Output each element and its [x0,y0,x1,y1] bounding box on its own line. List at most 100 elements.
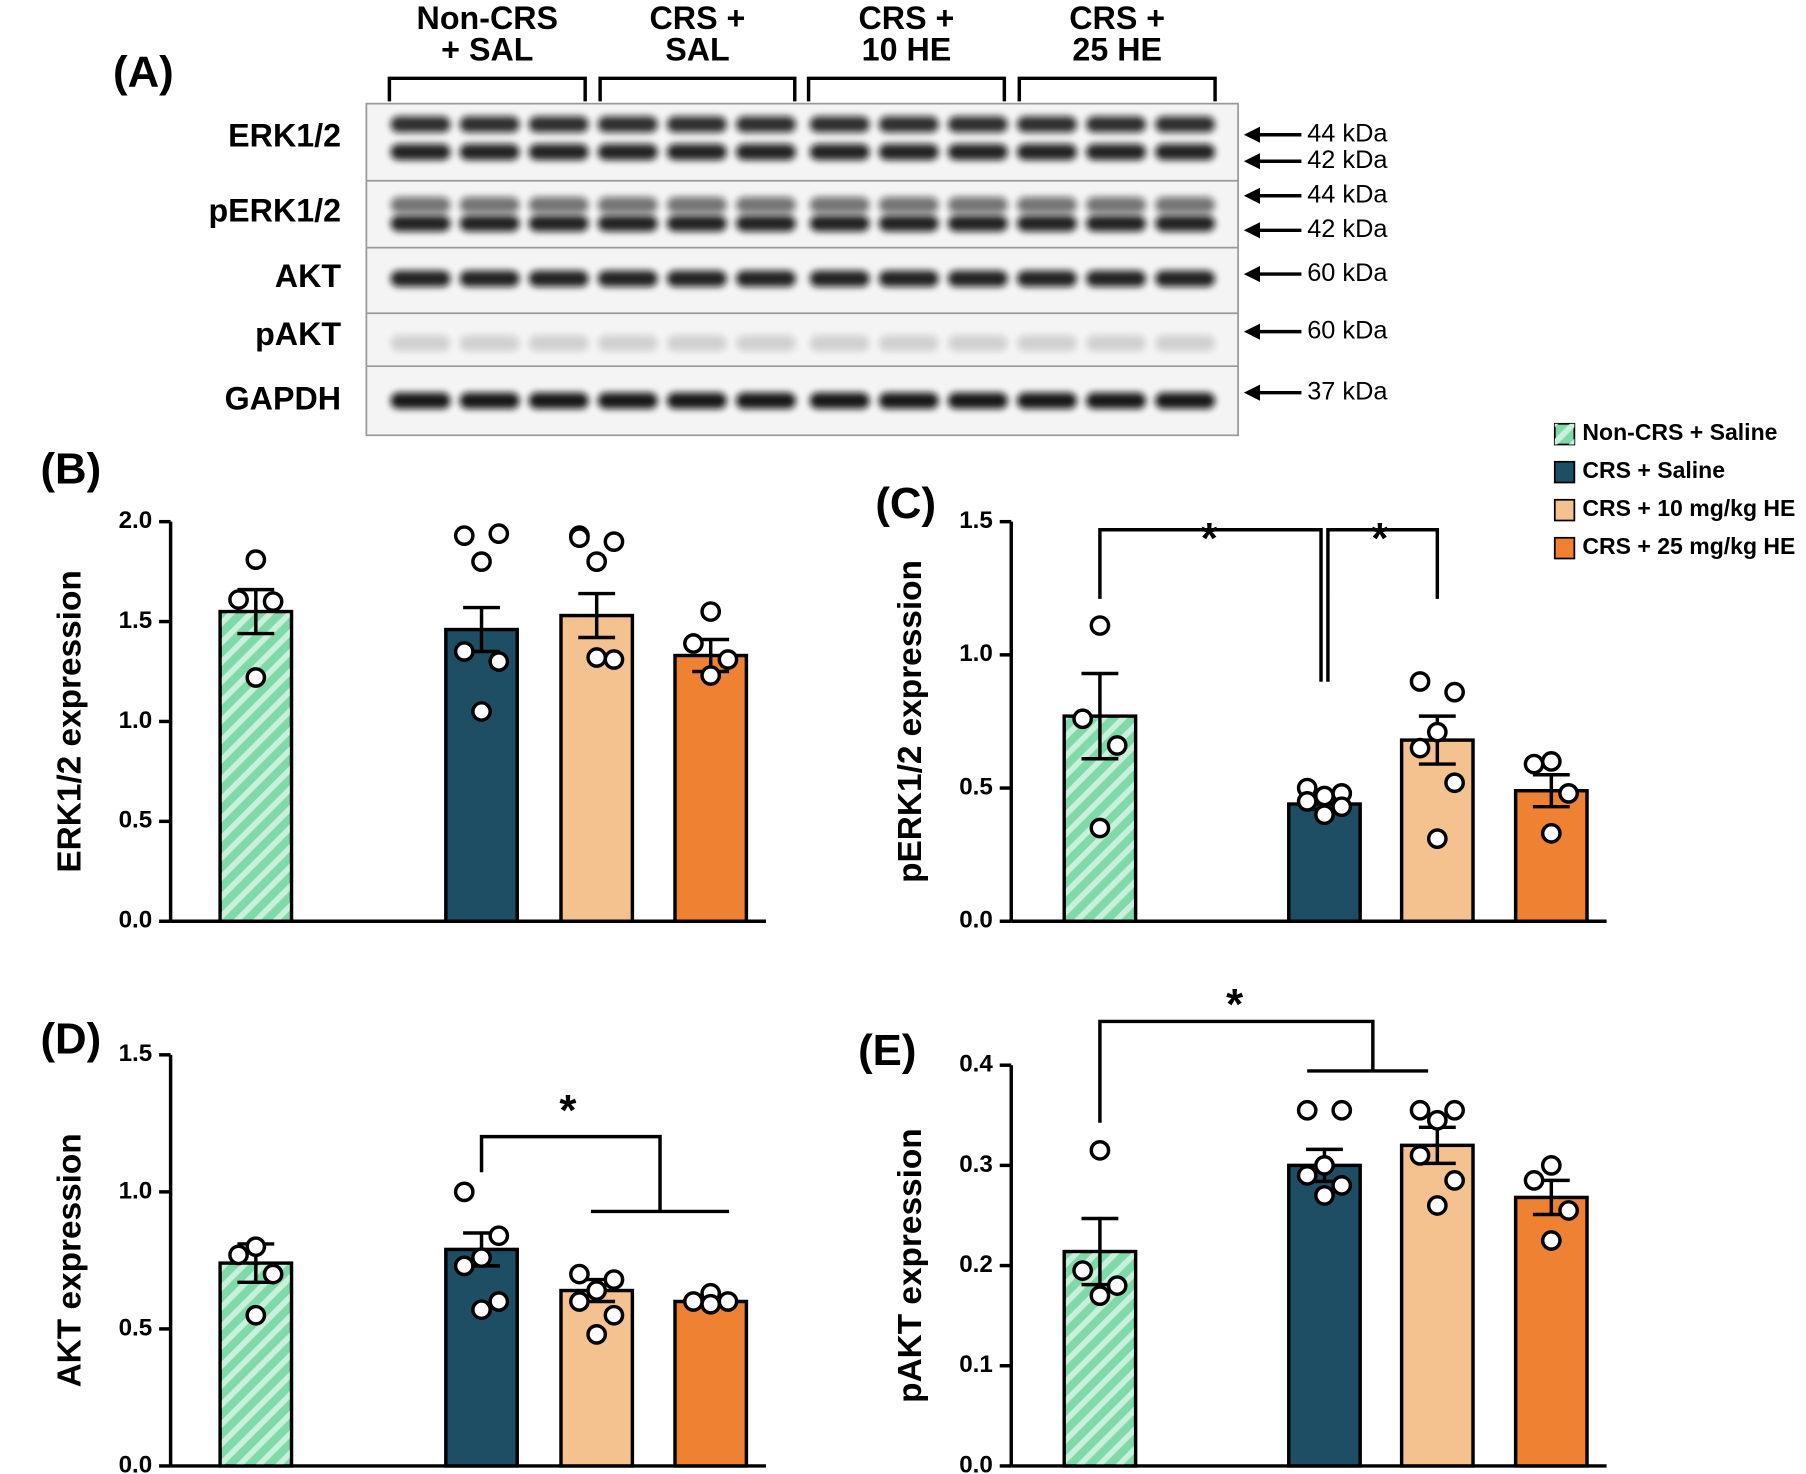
data-point [1072,1260,1094,1281]
data-point [488,1291,510,1312]
data-point [1540,751,1562,772]
data-point [1444,1099,1465,1121]
data-point [1426,828,1448,850]
arrow-head [1243,323,1260,340]
band [1017,116,1077,133]
legend-label: Non-CRS + Saline [1582,419,1777,445]
band [1155,335,1216,352]
band [666,392,727,409]
panel-label: (A) [113,47,174,96]
band [390,335,451,352]
y-tick-label: 0.4 [959,1051,993,1078]
data-point [1409,671,1431,692]
band [666,116,727,133]
data-point [1314,785,1335,807]
band [459,392,520,409]
band [736,392,796,409]
data-point [603,1304,625,1326]
data-point [471,551,492,572]
row-label: ERK1/2 [228,118,341,154]
row-label: AKT [275,258,342,294]
band [459,270,520,287]
arrow-head [1243,222,1260,239]
panel-label: (B) [40,445,101,494]
band [878,215,939,232]
band [1086,215,1146,232]
group-bracket [806,76,1007,102]
band [736,270,796,287]
band [947,196,1008,214]
band [597,143,658,161]
band [809,143,870,161]
band [1086,270,1146,287]
data-point [1314,1155,1335,1176]
band [666,335,727,352]
band [947,335,1008,352]
group-bracket [598,76,797,102]
data-point [1523,1170,1545,1191]
band [809,215,870,232]
band [1086,392,1146,409]
data-point [453,641,475,662]
hatch [221,1264,290,1465]
group-label: 10 HE [862,31,952,67]
bar [1399,1143,1475,1468]
data-point [471,1299,492,1321]
band [947,116,1008,133]
band [1086,196,1146,214]
band [1155,116,1216,133]
band [528,215,589,232]
band [666,270,727,287]
data-point [1540,1230,1562,1251]
data-point [683,1291,704,1312]
significance-star: * [1201,514,1218,563]
data-point [700,601,722,622]
error-bar [578,591,616,640]
data-point [245,1304,267,1326]
band [736,335,796,352]
marker-label: 44 kDa [1307,119,1388,147]
data-point [603,1269,625,1290]
group-bracket [387,76,587,102]
data-point [1523,753,1545,775]
data-point [1558,1200,1579,1221]
band [878,143,939,161]
band [809,196,870,214]
data-point [1540,1155,1562,1176]
band [390,116,451,133]
band [809,270,870,287]
data-point [1331,796,1353,818]
y-axis-label: pERK1/2 expression [892,560,929,883]
group-label: Non-CRS [417,0,558,36]
band [666,143,727,161]
group-label: CRS + [859,0,955,36]
data-point [1409,1099,1431,1121]
band [878,392,939,409]
y-tick-label: 1.0 [959,640,993,667]
band [736,215,796,232]
data-point [603,531,625,553]
y-tick-label: 2.0 [119,507,153,534]
band [528,270,589,287]
data-point [1314,804,1335,826]
data-point [453,1181,475,1203]
error-bar [237,587,275,636]
group-bracket [1017,76,1217,102]
y-tick-label: 0.5 [119,807,153,834]
data-point [1426,721,1448,743]
data-point [1444,1170,1465,1191]
arrow-head [1243,266,1260,283]
y-tick-label: 0.5 [959,773,993,800]
row-label: GAPDH [225,380,341,416]
data-point [1089,817,1111,839]
data-point [1089,1285,1111,1306]
data-point [262,591,284,612]
band [1155,215,1216,232]
data-point [717,1291,739,1312]
significance-bracket [479,1134,730,1214]
band [390,215,451,232]
data-point [717,649,739,670]
data-point [1409,1144,1431,1166]
band [528,196,589,214]
